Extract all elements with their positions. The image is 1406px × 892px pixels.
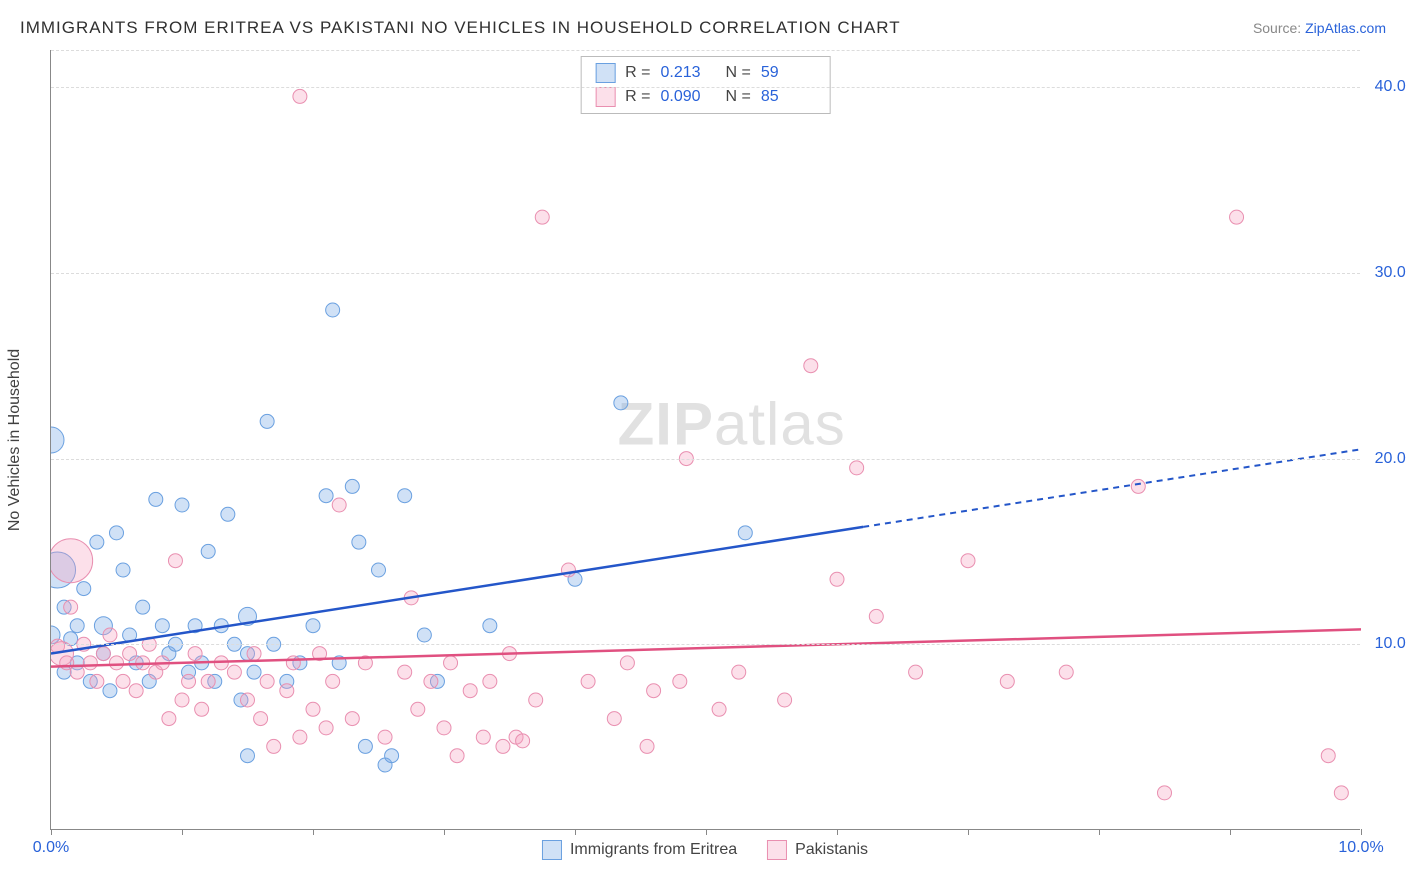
legend-n-label: N = bbox=[726, 88, 751, 106]
legend-n-value: 85 bbox=[761, 88, 816, 106]
legend-series-item: Pakistanis bbox=[767, 840, 868, 860]
trend-line bbox=[51, 629, 1361, 666]
x-tick-mark bbox=[1230, 829, 1231, 835]
y-tick-label: 40.0% bbox=[1365, 78, 1406, 96]
legend-series-item: Immigrants from Eritrea bbox=[542, 840, 737, 860]
legend-n-value: 59 bbox=[761, 64, 816, 82]
chart-title: IMMIGRANTS FROM ERITREA VS PAKISTANI NO … bbox=[20, 18, 901, 38]
x-tick-mark bbox=[313, 829, 314, 835]
gridline-h bbox=[51, 50, 1360, 51]
gridline-h bbox=[51, 87, 1360, 88]
legend-swatch bbox=[767, 840, 787, 860]
x-tick-mark bbox=[575, 829, 576, 835]
trend-lines-layer bbox=[51, 50, 1361, 830]
y-tick-label: 30.0% bbox=[1365, 264, 1406, 282]
x-tick-label: 0.0% bbox=[33, 839, 69, 857]
gridline-h bbox=[51, 644, 1360, 645]
trend-line-extrapolated bbox=[863, 449, 1361, 527]
gridline-h bbox=[51, 273, 1360, 274]
legend-stats-row: R = 0.090 N = 85 bbox=[581, 85, 830, 109]
legend-series: Immigrants from Eritrea Pakistanis bbox=[542, 840, 868, 860]
x-tick-label: 10.0% bbox=[1338, 839, 1383, 857]
legend-swatch bbox=[542, 840, 562, 860]
legend-r-value: 0.213 bbox=[661, 64, 716, 82]
legend-r-value: 0.090 bbox=[661, 88, 716, 106]
x-tick-mark bbox=[706, 829, 707, 835]
trend-line bbox=[51, 527, 863, 654]
legend-series-label: Immigrants from Eritrea bbox=[570, 841, 737, 859]
x-tick-mark bbox=[444, 829, 445, 835]
y-tick-label: 10.0% bbox=[1365, 635, 1406, 653]
legend-r-label: R = bbox=[625, 64, 650, 82]
legend-series-label: Pakistanis bbox=[795, 841, 868, 859]
plot-region: ZIPatlas R =0.213N =59R =0.090N =85 10.0… bbox=[50, 50, 1360, 830]
y-axis-label: No Vehicles in Household bbox=[6, 349, 24, 531]
x-tick-mark bbox=[182, 829, 183, 835]
x-tick-mark bbox=[51, 829, 52, 835]
legend-swatch bbox=[595, 87, 615, 107]
x-tick-mark bbox=[1361, 829, 1362, 835]
source-link[interactable]: ZipAtlas.com bbox=[1305, 20, 1386, 36]
y-tick-label: 20.0% bbox=[1365, 450, 1406, 468]
x-tick-mark bbox=[968, 829, 969, 835]
legend-stats: R = 0.213 N = 59 R = 0.090 N = 85 bbox=[580, 56, 831, 114]
legend-stats-row: R = 0.213 N = 59 bbox=[581, 61, 830, 85]
legend-n-label: N = bbox=[726, 64, 751, 82]
x-tick-mark bbox=[837, 829, 838, 835]
x-tick-mark bbox=[1099, 829, 1100, 835]
gridline-h bbox=[51, 459, 1360, 460]
source-attribution: Source: ZipAtlas.com bbox=[1253, 20, 1386, 36]
legend-r-label: R = bbox=[625, 88, 650, 106]
chart-area: No Vehicles in Household ZIPatlas R =0.2… bbox=[50, 50, 1360, 830]
legend-swatch bbox=[595, 63, 615, 83]
